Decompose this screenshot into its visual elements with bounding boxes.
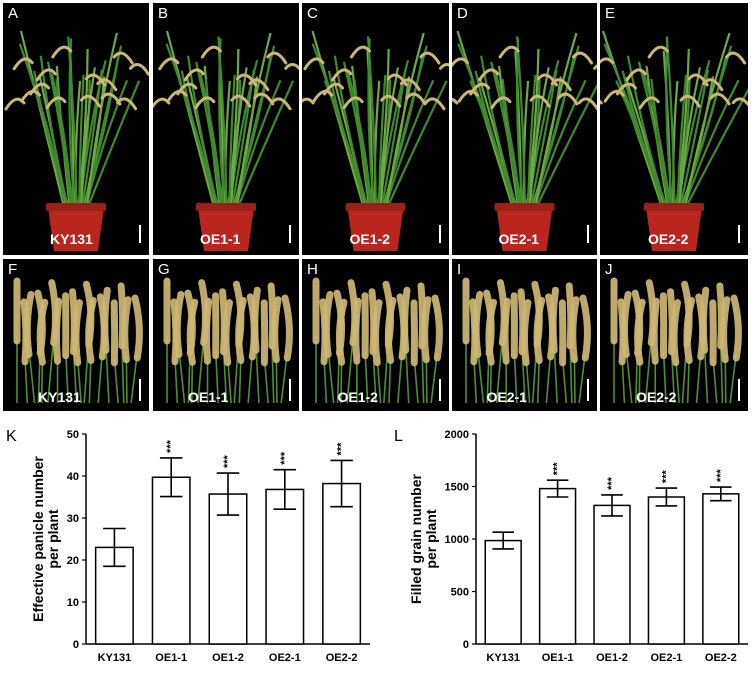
x-tick-label: OE2-1 (269, 652, 301, 664)
scale-bar (289, 225, 291, 243)
significance-marker: *** (552, 462, 564, 476)
panicle-photo-f: F KY131 (3, 259, 149, 411)
x-tick-label: OE2-2 (326, 652, 358, 664)
x-tick-label: KY131 (98, 652, 132, 664)
scale-bar (439, 379, 441, 401)
rice-plant-illustration (153, 3, 299, 255)
significance-marker: *** (165, 439, 177, 453)
rice-plant-illustration (302, 3, 449, 255)
y-tick-label: 10 (67, 597, 79, 609)
plant-photo-e: E OE2-2 (600, 3, 748, 255)
bar (152, 477, 189, 644)
significance-marker: *** (279, 451, 291, 465)
significance-marker: *** (715, 468, 727, 482)
x-tick-label: OE2-2 (705, 652, 737, 664)
significance-marker: *** (336, 442, 348, 456)
panel-letter: C (307, 5, 318, 22)
panicle-photo-j: J OE2-2 (600, 259, 748, 411)
plant-photo-c: C OE1-2 (302, 3, 449, 255)
bar (323, 484, 360, 644)
x-tick-label: KY131 (486, 652, 520, 664)
genotype-label: OE2-2 (636, 389, 676, 405)
rice-plant-illustration (600, 3, 748, 255)
y-axis-label: Effective panicle numberper plant (30, 456, 61, 622)
y-tick-label: 50 (67, 429, 79, 441)
bar (540, 489, 576, 644)
y-tick-label: 1000 (445, 534, 469, 546)
panicle-photo-i: I OE2-1 (452, 259, 597, 411)
rice-plant-illustration (3, 3, 149, 255)
y-axis-label: Filled grain numberper plant (408, 473, 439, 603)
significance-marker: *** (660, 470, 672, 484)
y-tick-label: 20 (67, 555, 79, 567)
scale-bar (587, 379, 589, 401)
genotype-label: OE1-1 (200, 231, 240, 247)
genotype-label: OE1-1 (188, 389, 228, 405)
plant-photo-d: D OE2-1 (452, 3, 597, 255)
panel-letter: B (158, 5, 168, 22)
x-tick-label: OE1-1 (542, 652, 574, 664)
panel-letter: E (605, 5, 615, 22)
y-tick-label: 40 (67, 471, 79, 483)
panel-letter: F (8, 261, 17, 278)
significance-marker: *** (222, 454, 234, 468)
scale-bar (139, 379, 141, 401)
x-tick-label: OE1-2 (212, 652, 244, 664)
x-tick-label: OE2-1 (651, 652, 683, 664)
panel-label-k: K (6, 428, 17, 446)
chart-l: L 0 500 1000 1500 2000 Filled grain numberper… (376, 422, 752, 679)
y-tick-label: 0 (463, 639, 469, 651)
significance-marker: *** (606, 476, 618, 490)
plant-photo-a: A KY131 (3, 3, 149, 255)
y-tick-label: 2000 (445, 429, 469, 441)
y-tick-label: 30 (67, 513, 79, 525)
y-tick-label: 0 (73, 639, 79, 651)
bar (266, 489, 303, 644)
panel-letter: G (158, 261, 170, 278)
bar (485, 541, 521, 644)
genotype-label: OE2-1 (487, 389, 527, 405)
genotype-label: KY131 (50, 231, 93, 247)
genotype-label: OE1-2 (350, 231, 390, 247)
bar (209, 494, 246, 644)
bar (648, 497, 684, 644)
bar (703, 494, 739, 644)
panel-label-l: L (394, 428, 403, 446)
x-tick-label: OE1-2 (596, 652, 628, 664)
scale-bar (439, 225, 441, 243)
x-tick-label: OE1-1 (155, 652, 187, 664)
scale-bar (139, 225, 141, 243)
panicle-photo-h: H OE1-2 (302, 259, 449, 411)
rice-plant-illustration (452, 3, 597, 255)
chart-k-plot: 0 10 20 30 40 50 Effective panicle numberper p… (0, 422, 376, 679)
genotype-label: OE1-2 (338, 389, 378, 405)
bar (594, 505, 630, 644)
plant-photo-b: B OE1-1 (153, 3, 299, 255)
scale-bar (587, 225, 589, 243)
panel-letter: A (8, 5, 18, 22)
genotype-label: KY131 (38, 389, 81, 405)
genotype-label: OE2-1 (499, 231, 539, 247)
scale-bar (738, 225, 740, 243)
panel-letter: I (457, 261, 461, 278)
scale-bar (738, 379, 740, 401)
scale-bar (289, 379, 291, 401)
genotype-label: OE2-2 (648, 231, 688, 247)
y-tick-label: 1500 (445, 482, 469, 494)
panel-letter: D (457, 5, 468, 22)
panel-letter: H (307, 261, 318, 278)
panicle-photo-g: G OE1-1 (153, 259, 299, 411)
y-tick-label: 500 (451, 587, 469, 599)
panel-letter: J (605, 261, 613, 278)
chart-l-plot: 0 500 1000 1500 2000 Filled grain numberper p… (376, 422, 752, 679)
chart-k: K 0 10 20 30 40 50 Effective panicle numberper… (0, 422, 376, 679)
